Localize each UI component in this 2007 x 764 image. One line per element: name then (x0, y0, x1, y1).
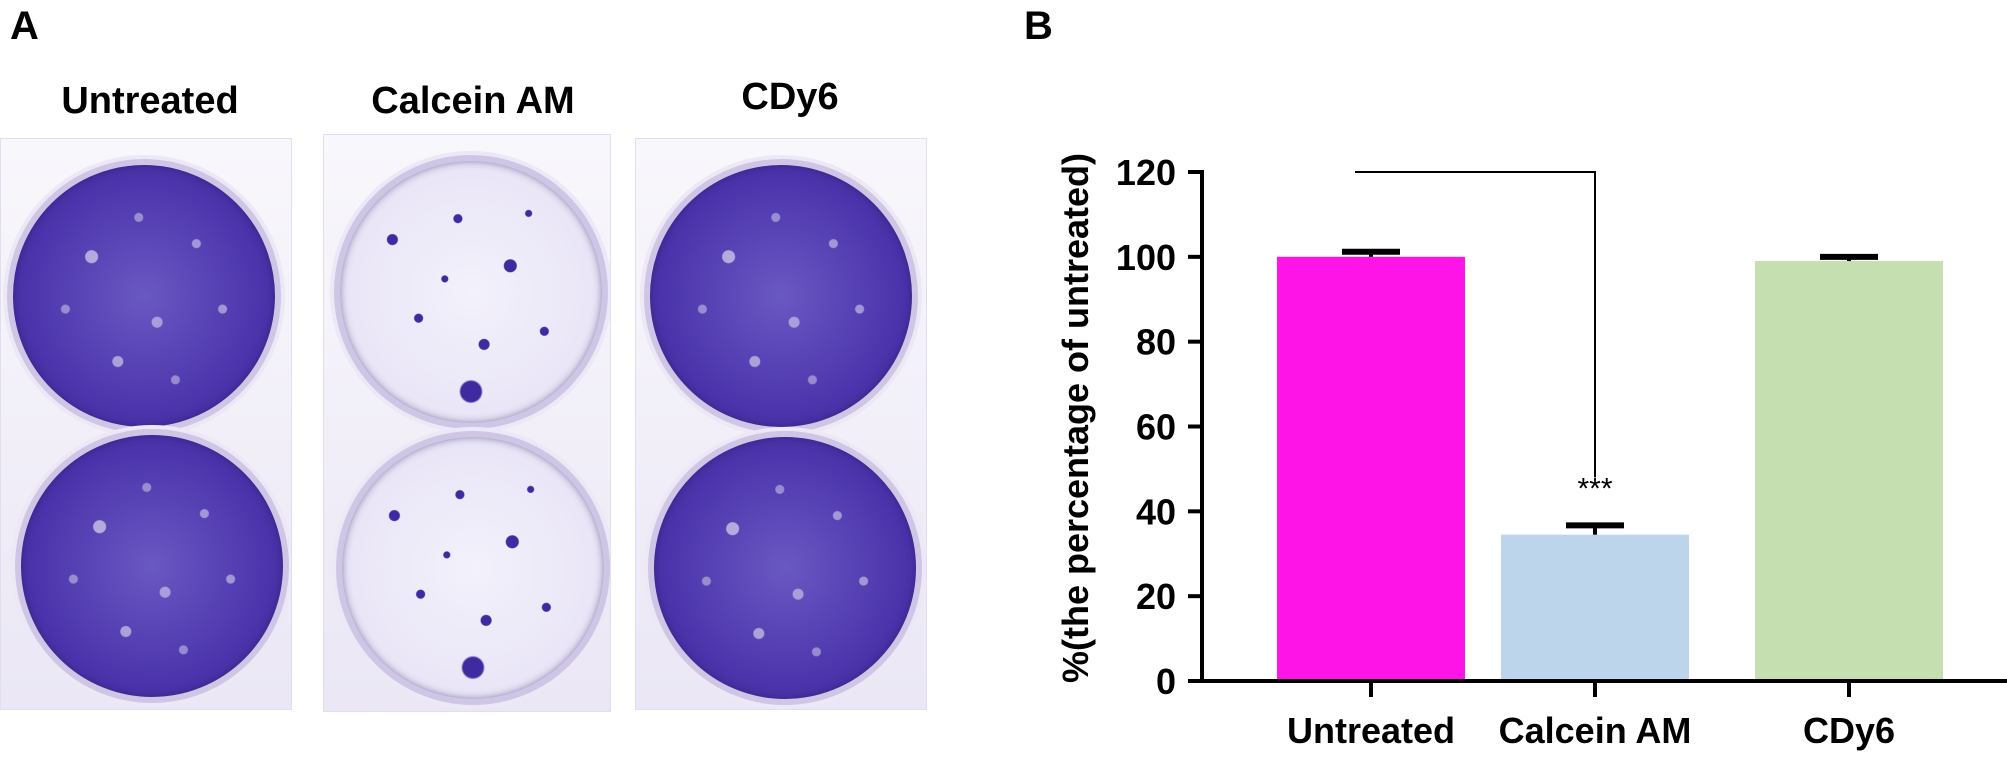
y-tick-label: 40 (1136, 491, 1176, 532)
panel-a-letter: A (10, 4, 39, 48)
significance-stars: *** (1577, 473, 1612, 506)
y-axis-label-group: %(the percentage of untreated) (1055, 153, 1096, 683)
well-calcein-am-top (334, 155, 608, 429)
annotations: *** (1355, 171, 1613, 506)
y-tick-label: 20 (1136, 576, 1176, 617)
well-cdy6-top (644, 159, 918, 433)
bar-cdy6 (1755, 261, 1943, 679)
plate-calcein-am (323, 134, 611, 712)
significance-bracket (1355, 171, 1596, 478)
column-label-cdy6: CDy6 (741, 76, 839, 118)
bars (1277, 248, 1943, 679)
column-label-calcein-am: Calcein AM (371, 80, 575, 122)
bar-untreated (1277, 256, 1465, 679)
column-label-untreated: Untreated (61, 80, 239, 122)
panel-b-letter: B (1024, 4, 1053, 48)
y-tick-label: 80 (1136, 322, 1176, 363)
y-ticks: 0 20 40 60 80 100 120 (1116, 152, 1202, 702)
plate-cdy6 (635, 138, 927, 710)
x-tick-label: CDy6 (1803, 710, 1895, 751)
well-untreated-bottom (15, 429, 289, 703)
x-tick-label: Calcein AM (1499, 710, 1692, 751)
y-tick-label: 60 (1136, 407, 1176, 448)
bar-calcein-am (1501, 534, 1689, 679)
x-ticks: Untreated Calcein AM CDy6 (1287, 681, 1895, 751)
y-tick-label: 100 (1116, 237, 1176, 278)
x-tick-label: Untreated (1287, 710, 1455, 751)
well-cdy6-bottom (648, 431, 922, 705)
y-axis-label: %(the percentage of untreated) (1055, 153, 1096, 683)
plate-untreated (0, 138, 292, 710)
y-tick-label: 120 (1116, 152, 1176, 193)
y-tick-label: 0 (1156, 661, 1176, 702)
well-calcein-am-bottom (336, 431, 610, 705)
